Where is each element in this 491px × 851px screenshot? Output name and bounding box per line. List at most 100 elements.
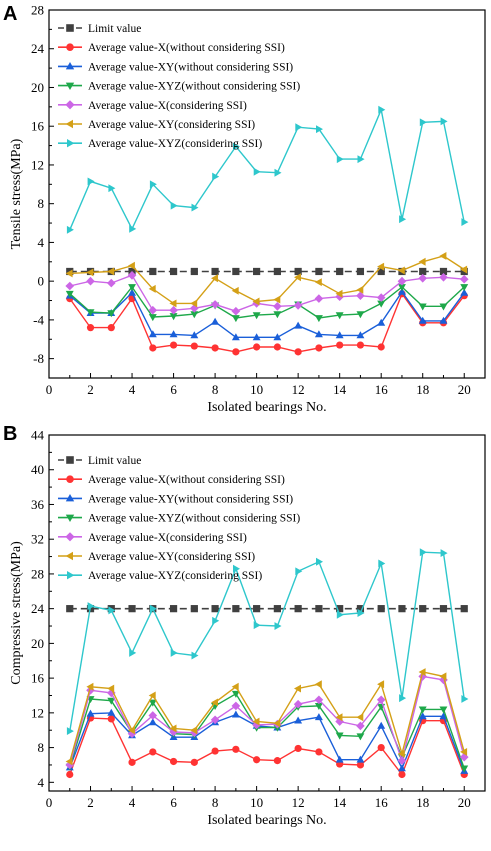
series-5 [65,271,469,316]
data-point [190,726,198,735]
data-point [232,267,240,276]
data-point [439,712,448,720]
data-point [273,719,281,728]
data-point [419,548,427,557]
series-6 [65,668,468,766]
data-point [253,343,261,351]
data-point [273,757,281,765]
y-axis-title: Tensile stress(MPa) [9,138,24,249]
data-point [399,694,407,703]
legend-label: Average value-X(considering SSI) [88,532,247,544]
data-point [86,324,95,332]
series-1 [66,267,468,276]
legend-label: Limit value [88,23,141,35]
legend-marker [67,571,75,580]
legend-label: Average value-XYZ(without considering SS… [88,513,300,525]
y-tick-label: 16 [31,671,45,686]
legend-label: Average value-XYZ(without considering SS… [88,81,300,93]
data-point [294,684,301,693]
data-point [377,267,385,276]
data-point [253,605,261,613]
data-point [356,733,365,741]
data-point [439,672,447,681]
data-point [439,605,448,613]
data-point [169,341,178,349]
data-point [273,267,281,276]
x-tick-label: 6 [170,382,177,397]
x-tick-label: 16 [375,382,389,397]
legend-item: Average value-XYZ(considering SSI) [58,138,262,150]
panel-a: A 0 2 4 6 8 10 12 14 16 18 20-8-40481216202428Isol… [3,3,486,415]
legend-item: Average value-XYZ(considering SSI) [58,570,262,582]
data-point [170,649,178,657]
series-line [69,107,465,231]
legend: Limit value Average value-X(without consi… [58,455,300,582]
data-point [294,744,302,753]
legend-item: Average value-XY(considering SSI) [58,551,255,563]
data-point [378,105,386,114]
data-point [356,755,365,763]
data-point [377,318,386,326]
data-point [231,682,239,691]
y-tick-label: 12 [31,705,44,720]
data-point [357,155,365,164]
data-point [356,761,365,769]
y-tick-label: 36 [31,497,45,512]
data-point [169,605,178,613]
x-tick-label: 6 [170,795,177,810]
data-point [233,142,240,151]
data-point [315,344,323,352]
series-line [69,274,465,312]
data-point [253,267,261,276]
data-point [418,668,426,676]
data-point [231,710,240,718]
x-tick-label: 8 [212,795,219,810]
data-point [107,310,116,318]
data-point [273,605,281,613]
data-point [356,267,365,276]
y-tick-label: 0 [38,274,45,289]
data-point [274,168,282,177]
data-point [418,303,427,311]
legend-marker [65,82,75,90]
data-point [356,331,365,339]
data-point [273,302,282,311]
data-point [314,680,322,689]
data-point [419,118,427,127]
data-point [190,758,198,766]
data-point [231,286,239,295]
x-tick-label: 10 [250,382,263,397]
data-point [149,180,157,189]
data-point [377,743,385,752]
data-point [190,311,199,319]
data-point [232,605,240,613]
data-point [315,748,323,756]
legend-marker [65,514,75,522]
data-point [252,720,261,730]
x-axis-title: Isolated bearings No. [207,813,326,828]
data-point [65,757,73,766]
data-point [314,294,324,303]
series-7 [66,548,469,735]
data-point [128,758,136,766]
data-point [66,605,74,613]
series-2 [66,714,468,779]
data-point [211,344,219,352]
series-1 [66,605,468,613]
data-point [108,184,116,193]
legend-marker [66,456,74,464]
data-point [419,605,427,613]
data-point [190,342,198,350]
data-point [169,330,178,338]
data-point [314,695,324,705]
x-tick-label: 20 [458,382,471,397]
series-3 [65,287,469,341]
legend-marker [66,43,74,51]
panel-letter-a: A [3,3,17,25]
data-point [148,330,157,338]
data-point [169,313,178,321]
x-tick-label: 4 [129,382,136,397]
legend-label: Average value-XY(without considering SSI… [88,61,293,73]
x-tick-label: 12 [292,795,305,810]
data-point [439,252,447,260]
